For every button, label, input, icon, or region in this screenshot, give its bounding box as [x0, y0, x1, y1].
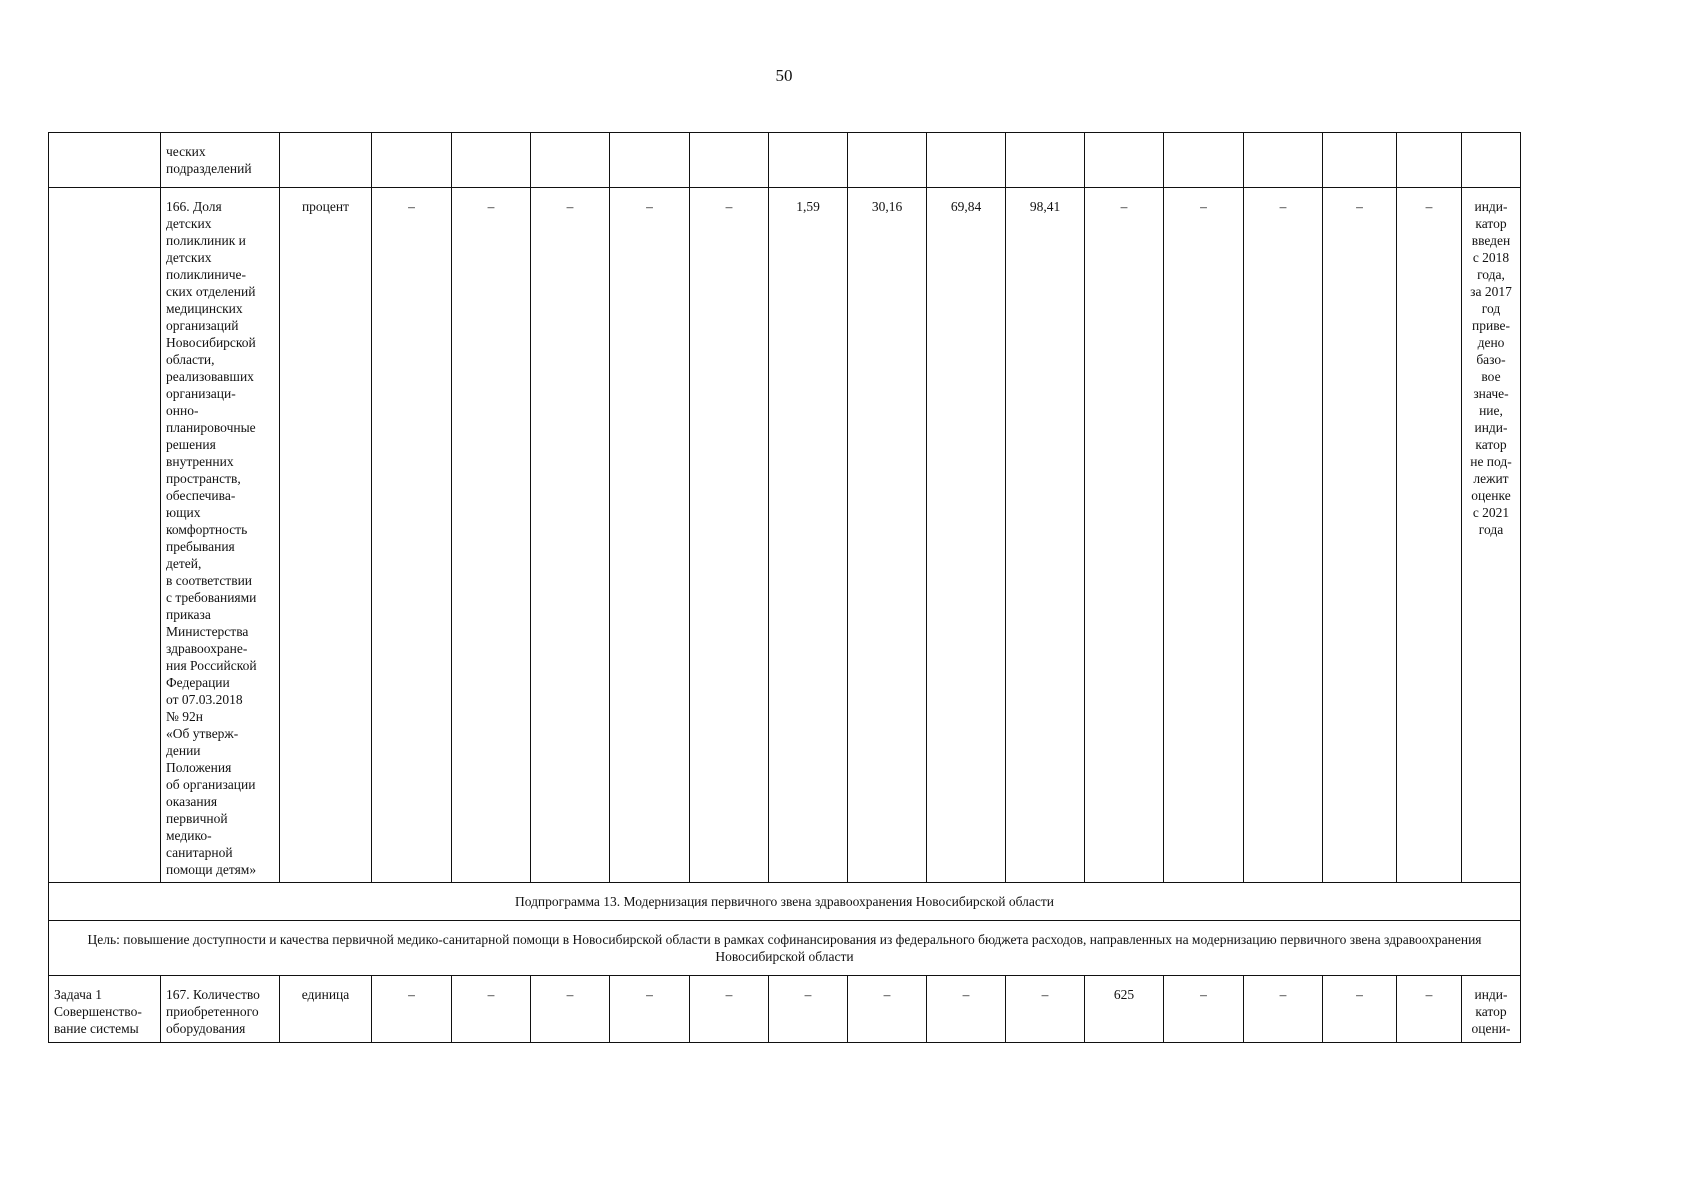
value-cell	[371, 132, 452, 188]
value-cell	[847, 132, 927, 188]
value-cell: –	[1322, 187, 1397, 883]
value-cell	[1163, 132, 1244, 188]
value-cell: –	[371, 975, 452, 1043]
note-cell: инди- катор оцени-	[1461, 975, 1521, 1043]
value-cell	[768, 132, 848, 188]
subprogram-title-row: Подпрограмма 13. Модернизация первичного…	[48, 882, 1521, 921]
note-cell: инди- катор введен с 2018 года, за 2017 …	[1461, 187, 1521, 883]
value-cell: 98,41	[1005, 187, 1085, 883]
value-cell: –	[1163, 975, 1244, 1043]
value-cell: –	[1322, 975, 1397, 1043]
unit-cell: процент	[279, 187, 372, 883]
value-cell: 69,84	[926, 187, 1006, 883]
table-row: Задача 1 Совершенство- вание системы 167.…	[48, 975, 1521, 1043]
task-cell: Задача 1 Совершенство- вание системы	[48, 975, 161, 1043]
value-cell: –	[689, 975, 769, 1043]
value-cell	[1084, 132, 1164, 188]
unit-cell: единица	[279, 975, 372, 1043]
value-cell: –	[768, 975, 848, 1043]
table-row: 166. Доля детских поликлиник и детских п…	[48, 187, 1521, 883]
page-number: 50	[775, 66, 793, 85]
task-cell	[48, 187, 161, 883]
value-cell	[689, 132, 769, 188]
table-row: ческих подразделений	[48, 132, 1521, 188]
value-cell	[609, 132, 690, 188]
value-cell: 625	[1084, 975, 1164, 1043]
value-cell: 30,16	[847, 187, 927, 883]
goal-text: Цель: повышение доступности и качества п…	[48, 920, 1521, 976]
value-cell: –	[689, 187, 769, 883]
value-cell: 1,59	[768, 187, 848, 883]
value-cell	[1396, 132, 1462, 188]
value-cell: –	[1005, 975, 1085, 1043]
value-cell: –	[1243, 187, 1323, 883]
value-cell	[1243, 132, 1323, 188]
value-cell: –	[1396, 187, 1462, 883]
value-cell: –	[1084, 187, 1164, 883]
value-cell: –	[451, 975, 531, 1043]
value-cell: –	[609, 975, 690, 1043]
indicator-cell: 167. Количество приобретенного оборудова…	[160, 975, 280, 1043]
value-cell: –	[1163, 187, 1244, 883]
value-cell	[926, 132, 1006, 188]
task-cell	[48, 132, 161, 188]
subprogram-title: Подпрограмма 13. Модернизация первичного…	[48, 882, 1521, 921]
value-cell	[530, 132, 610, 188]
value-cell: –	[371, 187, 452, 883]
value-cell: –	[1243, 975, 1323, 1043]
value-cell: –	[1396, 975, 1462, 1043]
unit-cell	[279, 132, 372, 188]
value-cell: –	[609, 187, 690, 883]
goal-text-row: Цель: повышение доступности и качества п…	[48, 920, 1521, 976]
note-cell	[1461, 132, 1521, 188]
indicator-cell: 166. Доля детских поликлиник и детских п…	[160, 187, 280, 883]
value-cell: –	[530, 187, 610, 883]
value-cell	[451, 132, 531, 188]
value-cell: –	[926, 975, 1006, 1043]
value-cell: –	[451, 187, 531, 883]
value-cell	[1322, 132, 1397, 188]
value-cell	[1005, 132, 1085, 188]
indicators-table: ческих подразделений 166. Доля детских по…	[48, 132, 1521, 1043]
value-cell: –	[847, 975, 927, 1043]
indicator-cell: ческих подразделений	[160, 132, 280, 188]
value-cell: –	[530, 975, 610, 1043]
